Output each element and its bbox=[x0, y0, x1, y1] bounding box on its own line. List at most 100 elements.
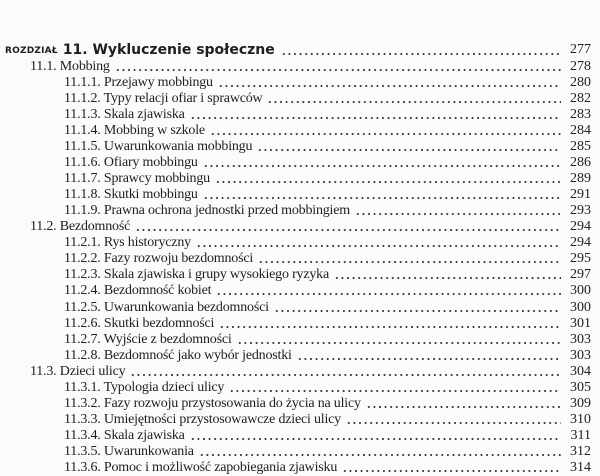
toc-subsection: 11.1.6. Ofiary mobbingu 286 bbox=[0, 155, 591, 171]
toc-subsection: 11.1.1. Przejawy mobbingu 280 bbox=[0, 75, 591, 91]
entry-page-number: 284 bbox=[570, 123, 591, 139]
toc-subsection: 11.2.8. Bezdomność jako wybór jednostki 3… bbox=[0, 348, 591, 364]
entry-page-number: 289 bbox=[570, 171, 591, 187]
toc-subsection: 11.1.5. Uwarunkowania mobbingu 285 bbox=[0, 139, 591, 155]
entry-title: 11.1.5. Uwarunkowania mobbingu bbox=[64, 139, 253, 155]
dot-leader bbox=[280, 44, 561, 56]
entry-page-number: 300 bbox=[570, 283, 591, 299]
toc-subsection: 11.2.6. Skutki bezdomności 301 bbox=[0, 316, 591, 332]
entry-page-number: 291 bbox=[570, 187, 591, 203]
entry-title: 11.3.2. Fazy rozwoju przystosowania do ż… bbox=[64, 395, 361, 411]
chapter-heading: ROZDZIAŁ 11. Wykluczenie społeczne 277 bbox=[5, 38, 591, 58]
chapter-title: 11. Wykluczenie społeczne bbox=[62, 42, 275, 58]
dot-leader bbox=[267, 92, 561, 105]
entry-page-number: 305 bbox=[570, 379, 591, 395]
toc-subsection: 11.2.4. Bezdomność kobiet 300 bbox=[0, 283, 591, 299]
toc-subsection: 11.3.2. Fazy rozwoju przystosowania do ż… bbox=[0, 396, 591, 412]
entry-page-number: 295 bbox=[570, 251, 591, 267]
entry-page-number: 293 bbox=[570, 203, 591, 219]
entry-page-number: 283 bbox=[570, 107, 591, 123]
toc-subsection: 11.3.6. Pomoc i możliwość zapobiegania z… bbox=[0, 460, 591, 476]
dot-leader bbox=[342, 460, 561, 473]
entry-title: 11.2.4. Bezdomność kobiet bbox=[64, 283, 212, 299]
dot-leader bbox=[333, 268, 561, 281]
entry-page-number: 304 bbox=[570, 363, 591, 379]
toc-subsection: 11.3.4. Skala zjawiska 311 bbox=[0, 428, 591, 444]
entry-title: 11.3.6. Pomoc i możliwość zapobiegania z… bbox=[64, 459, 338, 475]
dot-leader bbox=[219, 316, 561, 329]
entry-title: 11.2.5. Uwarunkowania bezdomności bbox=[64, 299, 269, 315]
entry-title: 11.1.9. Prawna ochrona jednostki przed m… bbox=[64, 203, 350, 219]
dot-leader bbox=[217, 76, 561, 89]
dot-leader bbox=[354, 204, 561, 217]
entry-title: 11.2.2. Fazy rozwoju bezdomności bbox=[64, 251, 254, 267]
entry-title: 11.2.8. Bezdomność jako wybór jednostki bbox=[64, 347, 292, 363]
entry-title: 11.2. Bezdomność bbox=[30, 219, 131, 235]
entry-title: 11.1.8. Skutki mobbingu bbox=[64, 187, 198, 203]
dot-leader bbox=[229, 380, 561, 393]
toc-subsection: 11.1.3. Skala zjawiska 283 bbox=[0, 107, 591, 123]
toc-subsection: 11.2.7. Wyjście z bezdomności 303 bbox=[0, 332, 591, 348]
entry-title: 11.3.3. Umiejętności przystosowawcze dzi… bbox=[64, 411, 341, 427]
toc-subsection: 11.1.4. Mobbing w szkole 284 bbox=[0, 123, 591, 139]
entry-title: 11.3.4. Skala zjawiska bbox=[64, 427, 185, 443]
dot-leader bbox=[198, 444, 561, 457]
entry-page-number: 303 bbox=[570, 347, 591, 363]
entry-title: 11.2.7. Wyjście z bezdomności bbox=[64, 331, 232, 347]
entry-page-number: 280 bbox=[570, 75, 591, 91]
toc-subsection: 11.2.2. Fazy rozwoju bezdomności 295 bbox=[0, 251, 591, 267]
entry-title: 11.1.7. Sprawcy mobbingu bbox=[64, 171, 210, 187]
entry-page-number: 294 bbox=[570, 219, 591, 235]
dot-leader bbox=[257, 140, 561, 153]
toc-section: 11.1. Mobbing 278 bbox=[0, 59, 591, 75]
entry-page-number: 309 bbox=[570, 395, 591, 411]
entry-title: 11.3.1. Typologia dzieci ulicy bbox=[64, 379, 225, 395]
entry-page-number: 314 bbox=[570, 459, 591, 475]
chapter-page-number: 277 bbox=[570, 42, 591, 57]
toc-subsection: 11.3.3. Umiejętności przystosowawcze dzi… bbox=[0, 412, 591, 428]
toc-section: 11.2. Bezdomność 294 bbox=[0, 219, 591, 235]
entry-page-number: 294 bbox=[570, 235, 591, 251]
dot-leader bbox=[236, 332, 561, 345]
dot-leader bbox=[189, 428, 561, 441]
toc-subsection: 11.1.2. Typy relacji ofiar i sprawców 282 bbox=[0, 91, 591, 107]
toc-subsection: 11.1.8. Skutki mobbingu 291 bbox=[0, 187, 591, 203]
dot-leader bbox=[258, 252, 561, 265]
dot-leader bbox=[365, 396, 561, 409]
entry-page-number: 278 bbox=[570, 59, 591, 75]
dot-leader bbox=[195, 236, 561, 249]
dot-leader bbox=[273, 300, 561, 313]
toc-subsection: 11.1.7. Sprawcy mobbingu 289 bbox=[0, 171, 591, 187]
dot-leader bbox=[130, 364, 561, 377]
toc-subsection: 11.2.1. Rys historyczny 294 bbox=[0, 235, 591, 251]
toc-subsection: 11.3.5. Uwarunkowania 312 bbox=[0, 444, 591, 460]
entry-page-number: 286 bbox=[570, 155, 591, 171]
dot-leader bbox=[345, 412, 561, 425]
entry-page-number: 312 bbox=[570, 443, 591, 459]
dot-leader bbox=[114, 60, 561, 73]
entry-title: 11.3.5. Uwarunkowania bbox=[64, 443, 194, 459]
entry-title: 11.1.1. Przejawy mobbingu bbox=[64, 75, 213, 91]
entry-page-number: 285 bbox=[570, 139, 591, 155]
toc-subsection: 11.1.9. Prawna ochrona jednostki przed m… bbox=[0, 203, 591, 219]
table-of-contents: 11.1. Mobbing 278 11.1.1. Przejawy mobbing… bbox=[0, 59, 591, 476]
chapter-label: ROZDZIAŁ bbox=[5, 46, 58, 56]
entry-page-number: 310 bbox=[570, 411, 591, 427]
toc-section: 11.3. Dzieci ulicy 304 bbox=[0, 364, 591, 380]
dot-leader bbox=[202, 156, 561, 169]
dot-leader bbox=[214, 172, 561, 185]
entry-title: 11.2.1. Rys historyczny bbox=[64, 235, 191, 251]
entry-title: 11.2.3. Skala zjawiska i grupy wysokiego… bbox=[64, 267, 329, 283]
dot-leader bbox=[296, 348, 561, 361]
dot-leader bbox=[189, 108, 561, 121]
entry-title: 11.3. Dzieci ulicy bbox=[30, 363, 126, 379]
entry-page-number: 301 bbox=[570, 315, 591, 331]
entry-page-number: 300 bbox=[570, 299, 591, 315]
dot-leader bbox=[209, 124, 561, 137]
entry-title: 11.1. Mobbing bbox=[30, 59, 110, 75]
toc-subsection: 11.2.3. Skala zjawiska i grupy wysokiego… bbox=[0, 267, 591, 283]
dot-leader bbox=[216, 284, 561, 297]
dot-leader bbox=[202, 188, 561, 201]
entry-title: 11.1.4. Mobbing w szkole bbox=[64, 123, 205, 139]
entry-page-number: 311 bbox=[570, 427, 591, 443]
